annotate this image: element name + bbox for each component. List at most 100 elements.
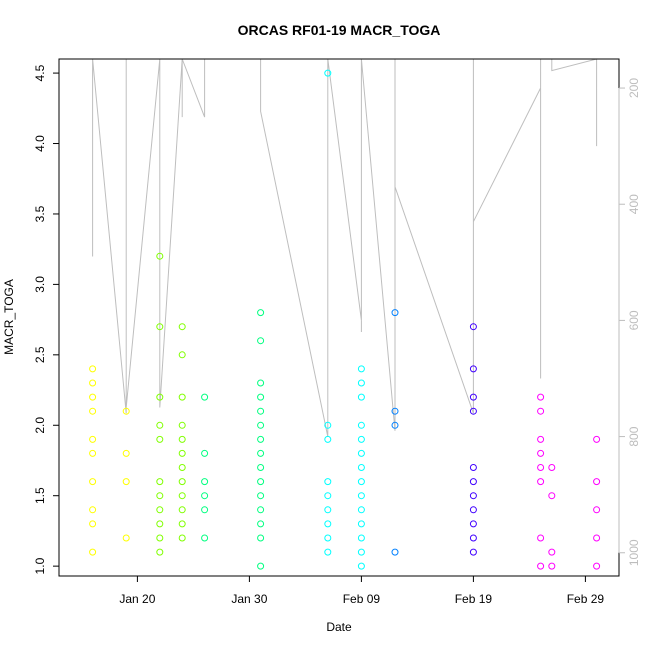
data-point — [178, 435, 186, 443]
data-point — [548, 464, 556, 471]
y-tick-label: 2.5 — [33, 346, 47, 363]
data-point — [257, 520, 265, 528]
data-point — [257, 562, 265, 570]
data-point — [391, 407, 399, 415]
data-point — [324, 520, 332, 528]
data-point — [357, 393, 365, 401]
data-point — [537, 562, 545, 570]
data-point — [357, 534, 365, 542]
data-point — [357, 379, 365, 387]
y-axis: 1.0 1.5 2.0 2.5 3.0 3.5 4.0 4.5 — [33, 64, 60, 574]
data-point — [178, 449, 186, 457]
y2-tick-label: 600 — [627, 310, 641, 330]
data-point — [257, 506, 265, 514]
data-point — [178, 393, 186, 401]
data-point — [469, 492, 477, 500]
data-point — [324, 548, 332, 556]
data-point — [178, 492, 186, 500]
data-point — [178, 421, 186, 429]
secondary-y-axis: 200 400 600 800 1000 — [618, 78, 641, 566]
y-tick-label: 2.0 — [33, 417, 47, 434]
data-point — [469, 323, 477, 331]
plot-frame — [58, 58, 620, 577]
data-point — [324, 69, 332, 77]
y2-tick-label: 1000 — [627, 539, 641, 566]
data-point — [469, 464, 477, 471]
data-point — [593, 506, 601, 514]
y-tick-label: 4.0 — [33, 135, 47, 152]
data-point — [257, 309, 265, 317]
points-layer — [89, 69, 601, 570]
data-point — [257, 534, 265, 542]
data-point — [178, 506, 186, 514]
data-point — [156, 252, 164, 260]
data-point — [324, 506, 332, 514]
data-point — [469, 478, 477, 486]
data-point — [357, 478, 365, 486]
data-point — [178, 351, 186, 359]
data-point — [201, 492, 209, 500]
y2-tick-label: 400 — [627, 194, 641, 214]
data-point — [357, 421, 365, 429]
data-point — [122, 449, 130, 457]
data-point — [201, 534, 209, 542]
data-point — [391, 421, 399, 429]
secondary-series-line — [92, 58, 598, 437]
data-point — [257, 435, 265, 443]
data-point — [89, 520, 97, 528]
data-point — [357, 548, 365, 556]
data-point — [156, 492, 164, 500]
data-point — [593, 562, 601, 570]
data-point — [469, 393, 477, 401]
data-point — [89, 379, 97, 387]
x-axis: Jan 20 Jan 30 Feb 09 Feb 19 Feb 29 — [119, 575, 604, 606]
data-point — [257, 407, 265, 415]
data-point — [89, 393, 97, 401]
y-tick-label: 4.5 — [33, 64, 47, 81]
data-point — [357, 506, 365, 514]
data-point — [357, 562, 365, 570]
data-point — [178, 323, 186, 331]
data-point — [201, 478, 209, 486]
data-point — [391, 309, 399, 317]
data-point — [537, 435, 545, 443]
data-point — [537, 464, 545, 471]
data-point — [89, 365, 97, 373]
y-tick-label: 1.0 — [33, 557, 47, 574]
data-point — [257, 464, 265, 471]
data-point — [537, 407, 545, 415]
data-point — [593, 478, 601, 486]
x-axis-label: Date — [326, 620, 352, 634]
data-point — [89, 435, 97, 443]
data-point — [548, 548, 556, 556]
data-point — [156, 435, 164, 443]
data-point — [89, 548, 97, 556]
data-point — [201, 506, 209, 514]
secondary-line-layer — [92, 58, 598, 437]
data-point — [257, 379, 265, 387]
data-point — [537, 534, 545, 542]
data-point — [257, 478, 265, 486]
data-point — [469, 506, 477, 514]
data-point — [357, 449, 365, 457]
x-tick-label: Feb 09 — [343, 592, 381, 606]
data-point — [122, 478, 130, 486]
data-point — [122, 534, 130, 542]
chart-title: ORCAS RF01-19 MACR_TOGA — [238, 22, 441, 38]
data-point — [201, 393, 209, 401]
data-point — [178, 478, 186, 486]
data-point — [156, 520, 164, 528]
data-point — [89, 449, 97, 457]
data-point — [537, 393, 545, 401]
data-point — [537, 449, 545, 457]
data-point — [89, 478, 97, 486]
data-point — [178, 534, 186, 542]
data-point — [469, 365, 477, 373]
y-tick-label: 1.5 — [33, 487, 47, 504]
data-point — [156, 323, 164, 331]
data-point — [391, 548, 399, 556]
data-point — [357, 520, 365, 528]
data-point — [156, 506, 164, 514]
data-point — [357, 492, 365, 500]
data-point — [257, 337, 265, 345]
